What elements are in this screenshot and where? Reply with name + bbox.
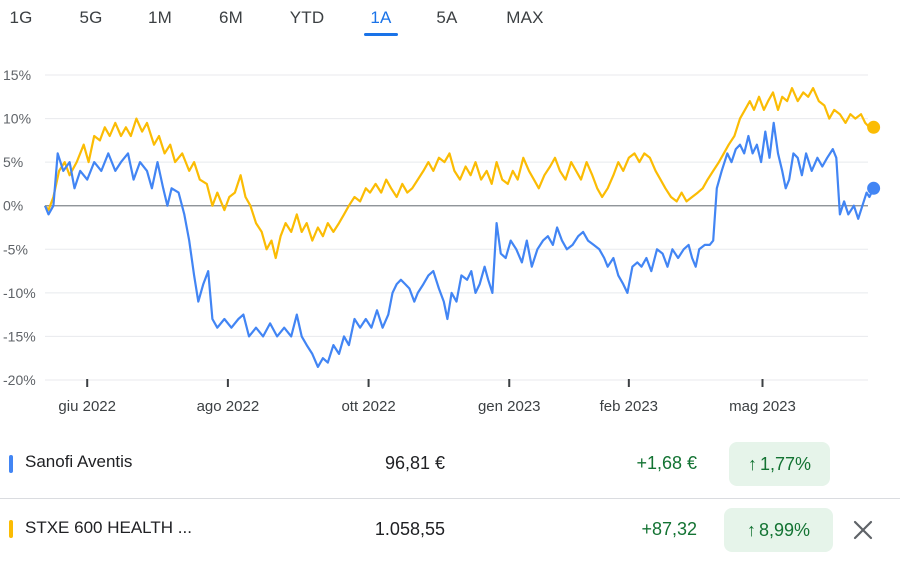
- y-tick-label: 5%: [3, 154, 23, 170]
- time-range-tabs: 1G 5G 1M 6M YTD 1A 5A MAX: [0, 0, 600, 40]
- instrument-name: Sanofi Aventis: [25, 452, 133, 471]
- change-percent-badge: ↑ 1,77%: [729, 442, 830, 486]
- instrument-row-stxe-600-health[interactable]: STXE 600 HEALTH ... 1.058,55 +87,32 ↑ 8,…: [0, 499, 900, 561]
- change-percent: 1,77%: [759, 453, 812, 474]
- series-color-swatch: [9, 520, 13, 538]
- change-percent: 8,99%: [758, 519, 811, 540]
- tab-5g[interactable]: 5G: [79, 8, 103, 27]
- instrument-change: +87,32: [641, 519, 697, 539]
- tab-ytd[interactable]: YTD: [289, 8, 325, 27]
- y-tick-label: -15%: [3, 328, 36, 344]
- tab-1a[interactable]: 1A: [370, 8, 392, 27]
- y-tick-label: 0%: [3, 198, 23, 214]
- tab-1m[interactable]: 1M: [147, 8, 173, 27]
- grid-layer: [45, 74, 868, 381]
- series-line: [44, 87, 874, 260]
- y-axis-labels: 15% 10% 5% 0% -5% -10% -15% -20%: [3, 67, 36, 388]
- instrument-name: STXE 600 HEALTH ...: [25, 518, 192, 537]
- x-tick-label: mag 2023: [729, 398, 796, 415]
- arrow-up-icon: ↑: [747, 453, 757, 474]
- y-tick-label: 10%: [3, 111, 31, 127]
- y-tick-label: -5%: [3, 241, 28, 257]
- tab-6m[interactable]: 6M: [218, 8, 244, 27]
- x-tick-label: ott 2022: [341, 398, 395, 415]
- close-icon[interactable]: [848, 515, 878, 545]
- x-axis: giu 2022 ago 2022 ott 2022 gen 2023 feb 2023…: [58, 379, 796, 415]
- y-tick-label: -20%: [3, 372, 36, 388]
- arrow-up-icon: ↑: [746, 519, 756, 540]
- instrument-price: 1.058,55: [374, 519, 445, 539]
- x-tick-label: giu 2022: [58, 398, 116, 415]
- change-percent-badge: ↑ 8,99%: [724, 508, 833, 552]
- tab-1g[interactable]: 1G: [9, 8, 33, 27]
- comparison-line-chart: 15% 10% 5% 0% -5% -10% -15% -20% giu 2022 ago 20…: [3, 67, 881, 415]
- row-divider: [0, 498, 900, 499]
- series-endpoint: [867, 181, 881, 195]
- x-tick-label: feb 2023: [600, 398, 658, 415]
- series-color-swatch: [9, 455, 13, 473]
- active-tab-indicator: [364, 33, 398, 36]
- instrument-row-sanofi[interactable]: Sanofi Aventis 96,81 € +1,68 € ↑ 1,77%: [0, 433, 900, 495]
- tab-5a[interactable]: 5A: [436, 8, 458, 27]
- instrument-price: 96,81 €: [384, 453, 445, 473]
- series-layer: [43, 87, 881, 368]
- x-tick-label: gen 2023: [478, 398, 541, 415]
- series-endpoint: [867, 120, 881, 134]
- tab-max[interactable]: MAX: [506, 8, 544, 27]
- series-line: [43, 121, 875, 368]
- y-tick-label: -10%: [3, 285, 36, 301]
- x-tick-label: ago 2022: [197, 398, 260, 415]
- y-tick-label: 15%: [3, 67, 31, 83]
- instrument-change: +1,68 €: [636, 453, 697, 473]
